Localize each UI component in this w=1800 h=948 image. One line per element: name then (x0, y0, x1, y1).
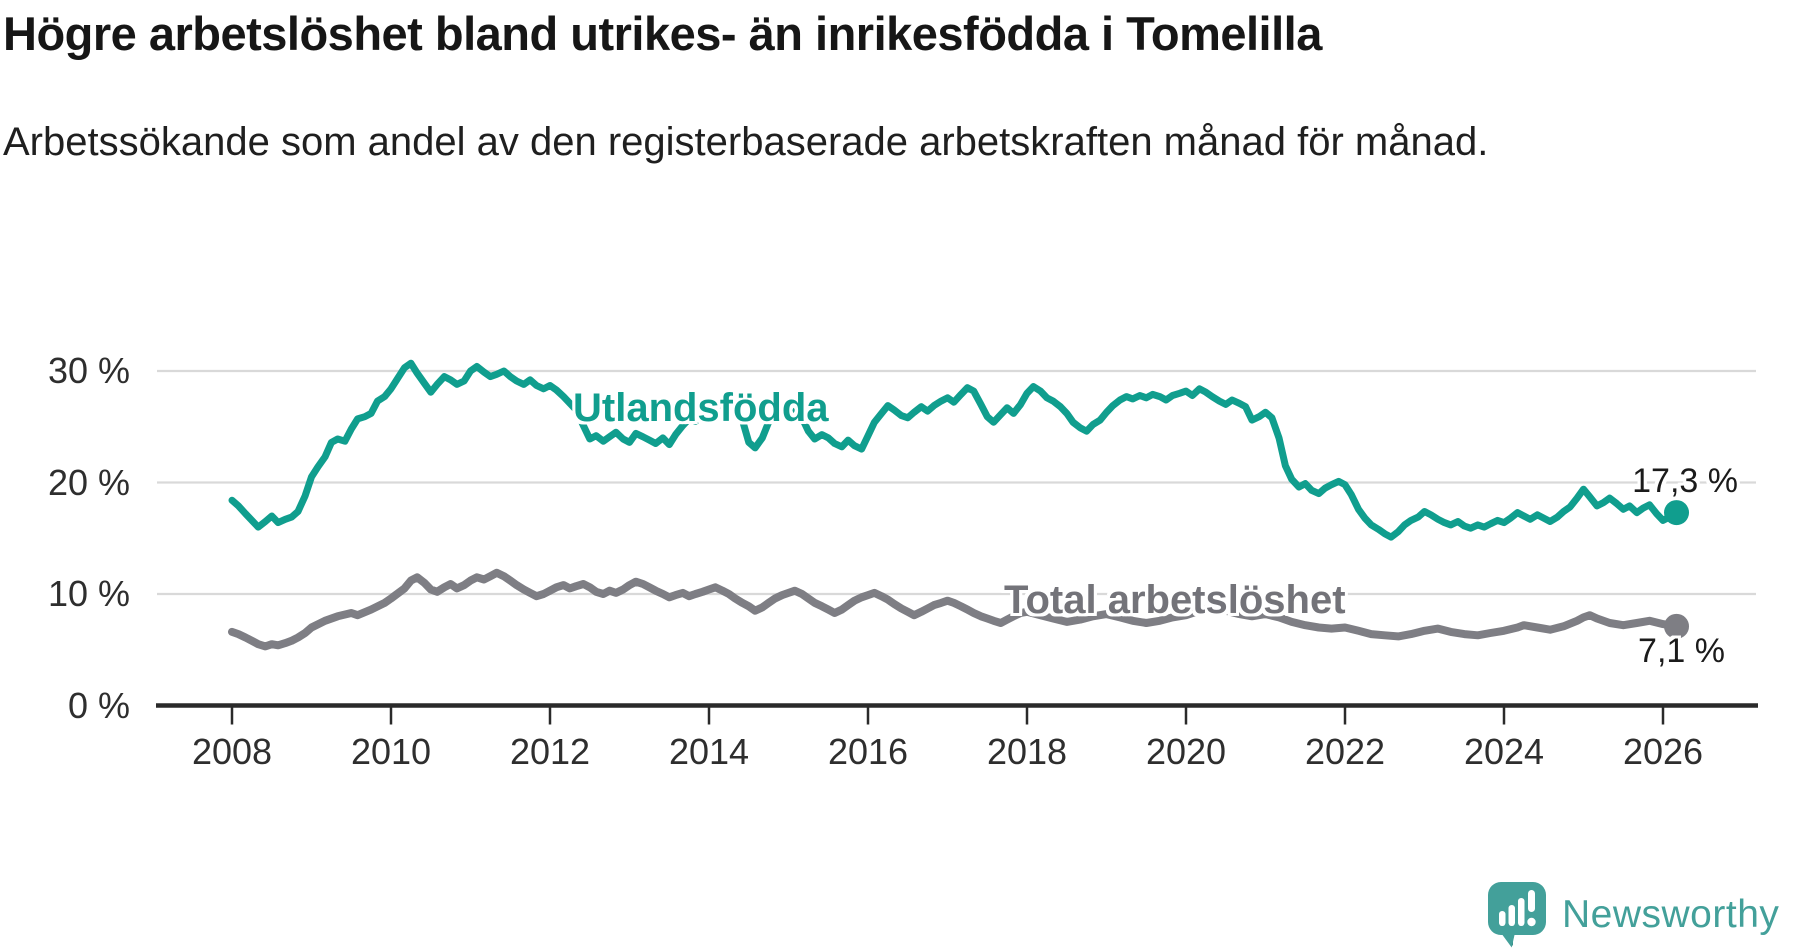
x-tick-label: 2012 (509, 731, 591, 772)
x-tick-label: 2016 (827, 731, 909, 772)
newsworthy-logo-icon (1488, 882, 1546, 948)
chart-subtitle: Arbetssökande som andel av den registerb… (3, 120, 1489, 164)
x-tick-label: 2014 (668, 731, 750, 772)
series-label-total-arbetsloshet: Total arbetslöshet (1004, 578, 1346, 622)
end-value-label-total: 7,1 % (1638, 632, 1725, 670)
x-tick-label: 2018 (986, 731, 1068, 772)
series-label-utlandsfodda: Utlandsfödda (573, 386, 829, 430)
x-tick-label: 2010 (350, 731, 432, 772)
y-tick-label: 30 % (47, 350, 130, 391)
x-tick-label: 2022 (1304, 731, 1386, 772)
newsworthy-logo-text: Newsworthy (1562, 893, 1780, 936)
x-tick-label: 2024 (1463, 731, 1545, 772)
page-title: Högre arbetslöshet bland utrikes- än inr… (3, 7, 1322, 60)
y-tick-label: 20 % (47, 461, 130, 503)
x-tick-label: 2026 (1622, 731, 1704, 772)
x-tick-label: 2020 (1145, 731, 1227, 772)
y-tick-label: 10 % (47, 573, 130, 614)
newsworthy-logo: Newsworthy (1488, 882, 1779, 948)
y-tick-label: 0 % (67, 684, 130, 726)
x-tick-label: 2008 (191, 731, 273, 772)
end-value-label-utlandsfodda: 17,3 % (1632, 462, 1738, 500)
